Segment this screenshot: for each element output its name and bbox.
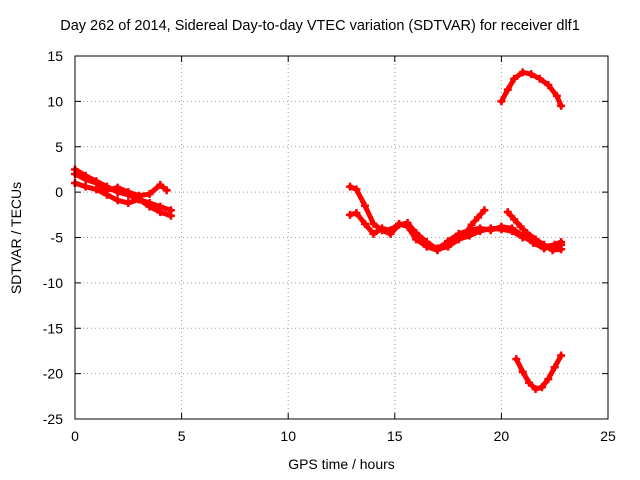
data-point [497,222,506,231]
data-point [346,182,355,191]
data-point [454,233,463,242]
data-point [503,208,512,217]
data-point [473,213,482,222]
data-point [557,101,566,110]
data-point [552,91,561,100]
data-point [386,226,395,235]
x-tick-label: 20 [494,428,510,444]
data-point [548,246,557,255]
data-point [444,238,453,247]
data-point [525,378,534,387]
data-point [531,385,540,394]
y-tick-label: -20 [43,366,63,382]
data-point [433,244,442,253]
data-point [102,186,111,195]
data-point [512,355,521,364]
data-point [346,210,355,219]
data-point [535,74,544,83]
data-point [395,219,404,228]
data-point [486,226,495,235]
y-tick-label: 10 [47,93,63,109]
data-point [156,208,165,217]
data-point [124,188,133,197]
y-axis-label: SDTVAR / TECUs [8,181,24,295]
data-point [81,182,90,191]
data-point [550,363,559,372]
data-point [352,185,361,194]
y-tick-label: -5 [51,230,64,246]
data-point [510,74,519,83]
y-tick-label: -10 [43,275,63,291]
data-point [557,351,566,360]
data-point [497,97,506,106]
data-point [134,191,143,200]
plot-frame [74,55,609,420]
data-point [518,367,527,376]
y-tick-label: -25 [43,411,63,427]
data-point [162,186,171,195]
data-point [422,242,431,251]
data-point [113,196,122,205]
y-tick-label: -15 [43,320,63,336]
data-point [522,228,531,237]
data-point [369,229,378,238]
data-point [124,199,133,208]
x-tick-label: 10 [280,428,296,444]
data-point [510,215,519,224]
x-axis-label: GPS time / hours [288,456,395,472]
data-point [476,224,485,233]
data-point [467,220,476,229]
data-point [145,202,154,211]
data-point [531,235,540,244]
data-point [92,179,101,188]
data-point [145,189,154,198]
data-point [557,245,566,254]
data-point [461,229,470,238]
data-point [544,375,553,384]
data-point [369,219,378,228]
series-line-track-b [72,180,174,219]
data-point [81,175,90,184]
x-tick-label: 15 [387,428,403,444]
data-point [508,224,517,233]
data-point [480,206,489,215]
y-tick-label: 5 [55,139,63,155]
data-point [412,235,421,244]
data-point [518,68,527,77]
data-point [166,211,175,220]
data-point [518,231,527,240]
data-point [503,85,512,94]
y-tick-label: 0 [55,184,63,200]
data-point [378,224,387,233]
chart-title: Day 262 of 2014, Sidereal Day-to-day VTE… [60,18,580,34]
data-point [403,222,412,231]
x-tick-label: 25 [600,428,616,444]
data-point [516,222,525,231]
data-point [156,180,165,189]
data-point [537,383,546,392]
data-point [360,201,369,210]
y-tick-label: 15 [47,48,63,64]
data-point [113,183,122,192]
data-point [527,70,536,79]
series-line-track-a [72,166,174,213]
x-tick-label: 0 [71,428,79,444]
data-point [352,208,361,217]
data-point [360,219,369,228]
x-tick-label: 5 [178,428,186,444]
data-point [540,240,549,249]
series-line-track-c [72,171,170,199]
data-point [544,81,553,90]
